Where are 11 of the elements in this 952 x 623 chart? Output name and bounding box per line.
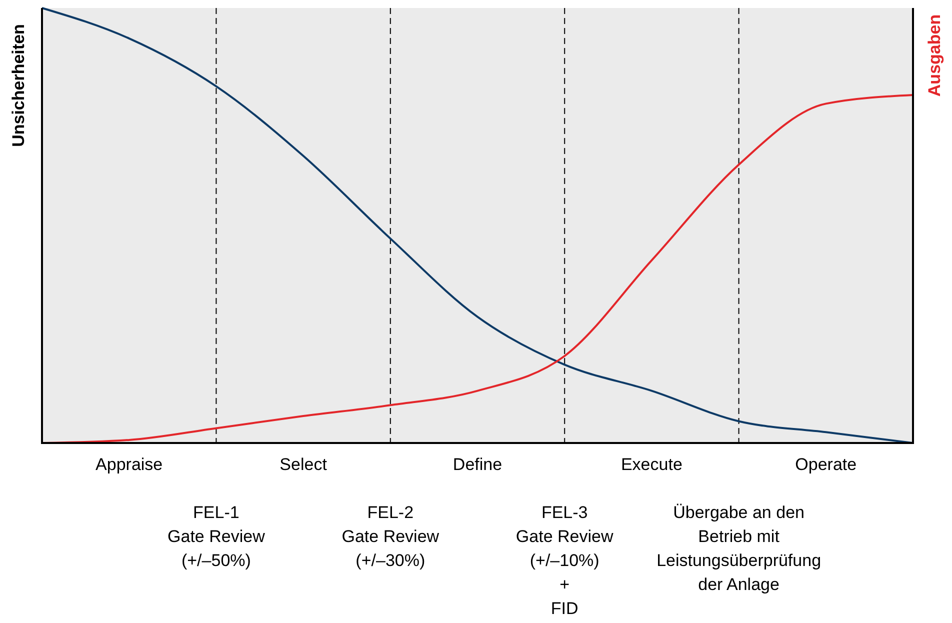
y2-axis-title: Ausgaben xyxy=(925,14,944,97)
x-tick-label: Operate xyxy=(795,455,857,474)
x-tick-label: Execute xyxy=(620,455,682,474)
x-tick-label: Define xyxy=(452,455,502,474)
text: FEL-1 Gate Review (+/–50%) xyxy=(168,503,266,570)
text: FEL-3 Gate Review (+/–10%) + FID xyxy=(516,503,614,618)
x-tick-label: Select xyxy=(280,455,328,474)
text: Übergabe an den Betrieb mit Leistungsüberprüfung der Anlage xyxy=(656,503,822,594)
text: FEL-2 Gate Review (+/–30%) xyxy=(342,503,440,570)
x-tick-label: Appraise xyxy=(96,455,163,474)
y-axis-title: Unsicherheiten xyxy=(9,24,28,147)
